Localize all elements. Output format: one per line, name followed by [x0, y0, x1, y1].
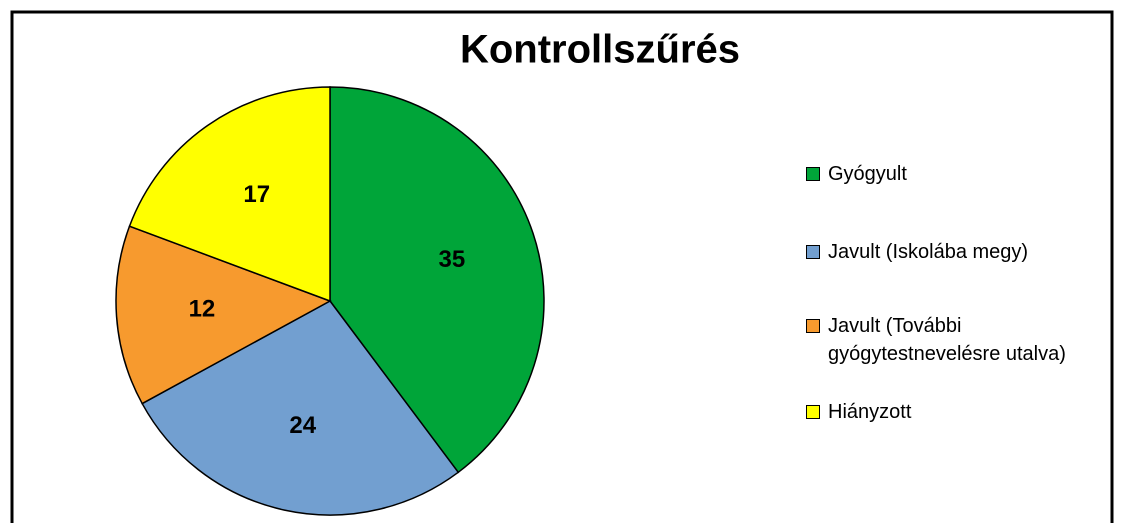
legend-entry: Gyógyult [806, 160, 907, 188]
data-label: 12 [189, 296, 216, 323]
pie-slice [141, 300, 460, 516]
legend-swatch [806, 319, 820, 333]
legend-entry: Hiányzott [806, 398, 911, 426]
legend-entry: Javult (További gyógytestnevelésre utalv… [806, 312, 1116, 368]
pie-slice [329, 86, 545, 474]
pie-slice [115, 225, 332, 405]
data-label: 35 [438, 246, 465, 273]
chart-border [10, 10, 1114, 523]
legend-label: Gyógyult [828, 163, 907, 185]
legend-entry: Javult (Iskolába megy) [806, 238, 1028, 266]
data-label: 24 [289, 412, 316, 439]
legend-swatch [806, 405, 820, 419]
chart-title: Kontrollszűrés [460, 28, 740, 72]
legend-label: Javult (További gyógytestnevelésre utalv… [828, 315, 1066, 365]
legend-label: Hiányzott [828, 401, 912, 423]
legend-label: Javult (Iskolába megy) [828, 241, 1029, 263]
data-label: 17 [243, 181, 270, 208]
legend-swatch [806, 245, 820, 259]
pie-slice [128, 86, 331, 303]
legend-swatch [806, 167, 820, 181]
